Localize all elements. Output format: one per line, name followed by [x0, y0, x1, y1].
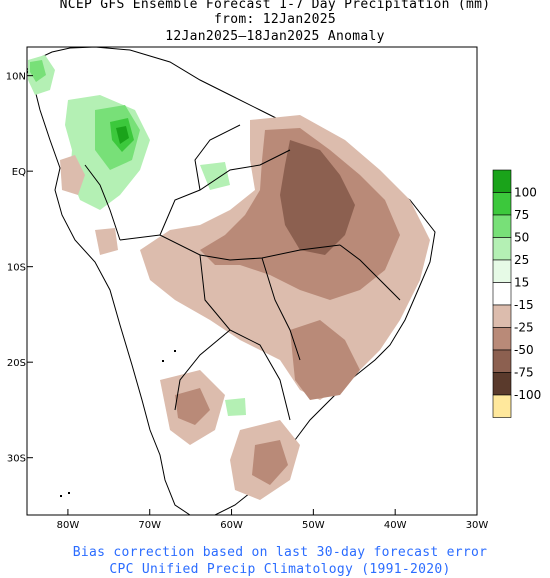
legend-label: 50: [514, 231, 529, 245]
country-borders: [84, 124, 401, 421]
lat-tick-label: 10N: [6, 72, 26, 83]
legend-swatch: [492, 214, 512, 238]
forecast-period: 12Jan2025–18Jan2025 Anomaly: [165, 29, 385, 44]
lon-tick-label: 30W: [466, 520, 489, 531]
lon-tick-label: 70W: [138, 520, 161, 531]
legend-label: -50: [514, 343, 534, 357]
legend-label: 100: [514, 186, 537, 200]
lat-tick-label: EQ: [12, 167, 26, 178]
longitude-axis: 80W 70W 60W 50W 40W 30W: [57, 509, 489, 531]
lon-tick-label: 80W: [57, 520, 80, 531]
map-frame: [26, 46, 478, 516]
legend-label: -15: [514, 298, 534, 312]
lon-tick-label: 40W: [384, 520, 407, 531]
precipitation-anomaly-map: 10N EQ 10S 20S 30S 80W 70W 60W 50W 40W 30W 100 75 5…: [6, 46, 541, 531]
latitude-axis: 10N EQ 10S 20S 30S: [6, 72, 33, 465]
forecast-init-date: from: 12Jan2025: [214, 12, 336, 27]
legend-swatch: [492, 169, 512, 193]
lat-tick-label: 30S: [7, 454, 26, 465]
bias-correction-note: Bias correction based on last 30-day for…: [72, 545, 488, 560]
lat-tick-label: 20S: [7, 358, 26, 369]
legend-swatch: [492, 372, 512, 396]
legend-label: -25: [514, 321, 534, 335]
legend-label: 15: [514, 276, 529, 290]
legend-swatch: [492, 192, 512, 216]
legend-swatch: [492, 327, 512, 351]
legend-swatch: [492, 349, 512, 373]
dry-anomaly-patches: [60, 115, 430, 500]
legend-swatch: [492, 237, 512, 261]
legend-swatch: [492, 304, 512, 328]
legend-label: -75: [514, 366, 534, 380]
legend-label: 75: [514, 208, 529, 222]
legend-label: -100: [514, 388, 541, 402]
lon-tick-label: 50W: [302, 520, 325, 531]
lat-tick-label: 10S: [7, 263, 26, 274]
small-islands: [60, 350, 176, 497]
lon-tick-label: 60W: [220, 520, 243, 531]
legend-label: 25: [514, 253, 529, 267]
legend-swatch: [492, 259, 512, 283]
climatology-note: CPC Unified Precip Climatology (1991-202…: [109, 562, 451, 577]
map-title: NCEP GFS Ensemble Forecast 1-7 Day Preci…: [59, 0, 491, 12]
legend-swatch: [492, 394, 512, 418]
legend-swatch: [492, 282, 512, 306]
legend: 100 75 50 25 15 -15 -25 -50 -75 -100: [492, 169, 541, 418]
